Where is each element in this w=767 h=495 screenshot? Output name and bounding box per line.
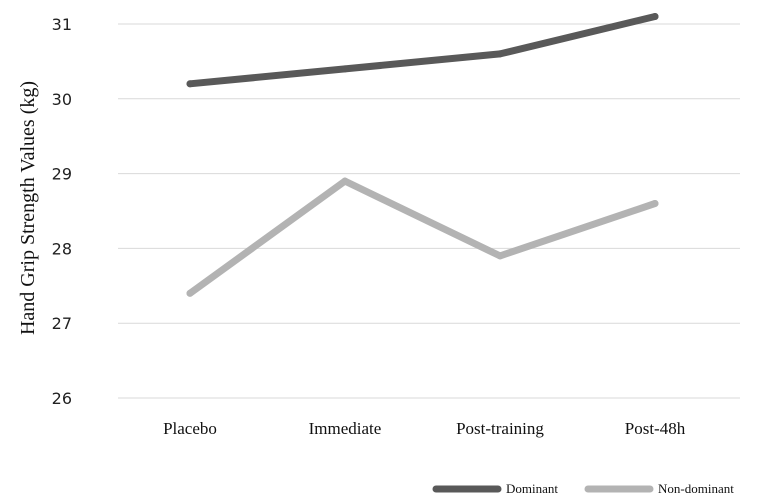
- y-axis-ticks: 26 27 28 29 30 31: [52, 15, 72, 408]
- y-tick-label: 26: [52, 389, 72, 408]
- x-tick-label: Immediate: [309, 419, 382, 438]
- x-axis-ticks: Placebo Immediate Post-training Post-48h: [163, 419, 686, 438]
- series-line-non-dominant: [186, 177, 659, 297]
- data-point: [496, 252, 504, 260]
- data-point: [186, 289, 194, 297]
- x-tick-label: Placebo: [163, 419, 217, 438]
- series-lines: [186, 13, 659, 297]
- y-tick-label: 27: [52, 314, 72, 333]
- legend-label: Non-dominant: [658, 481, 734, 495]
- series-line-dominant: [186, 13, 659, 88]
- y-tick-label: 29: [52, 165, 72, 184]
- x-tick-label: Post-training: [456, 419, 544, 438]
- data-point: [341, 65, 349, 73]
- data-point: [496, 50, 504, 58]
- data-point: [186, 80, 194, 88]
- data-point: [651, 13, 659, 20]
- y-tick-label: 30: [52, 90, 72, 109]
- y-axis-title: Hand Grip Strength Values (kg): [17, 81, 39, 335]
- x-tick-label: Post-48h: [625, 419, 686, 438]
- y-tick-label: 28: [52, 239, 72, 258]
- legend: Dominant Non-dominant: [432, 481, 734, 495]
- data-point: [651, 200, 659, 207]
- y-tick-label: 31: [52, 15, 72, 34]
- data-point: [341, 177, 349, 185]
- legend-label: Dominant: [506, 481, 558, 495]
- gridlines: [118, 23, 740, 399]
